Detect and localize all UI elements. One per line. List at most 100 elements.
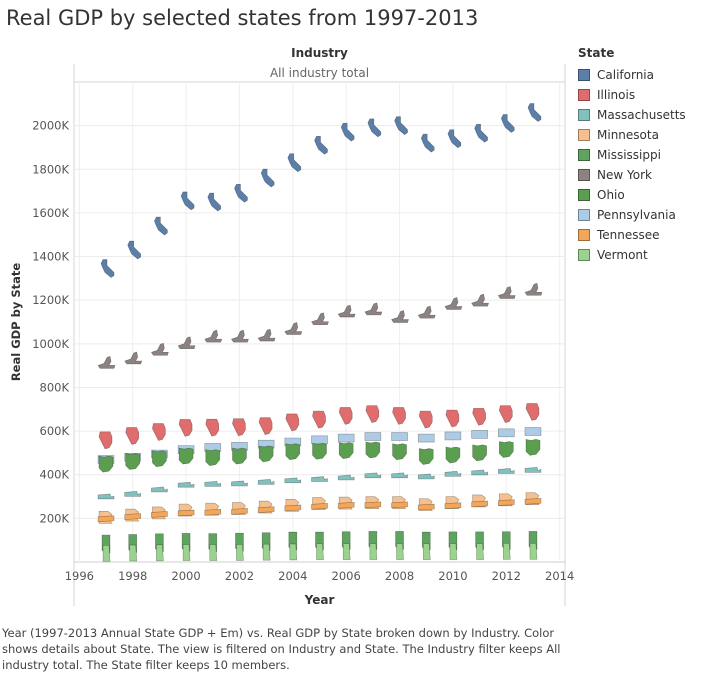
legend-item-tennessee[interactable]: Tennessee: [578, 225, 713, 245]
x-tick-label: 2002: [225, 569, 254, 583]
data-point-ohio: [125, 453, 141, 470]
data-point-vermont: [129, 544, 138, 562]
y-tick-label: 1800K: [32, 162, 69, 176]
data-point-tennessee: [444, 502, 462, 510]
legend-item-california[interactable]: California: [578, 65, 713, 85]
legend-item-massachusetts[interactable]: Massachusetts: [578, 105, 713, 125]
data-point-ohio: [418, 448, 434, 465]
header-value: All industry total: [270, 66, 369, 80]
data-point-pennsylvania: [337, 433, 355, 443]
data-point-new-york: [417, 305, 436, 319]
data-point-illinois: [312, 410, 326, 429]
legend-swatch: [578, 169, 590, 181]
data-point-california: [340, 122, 355, 142]
data-point-illinois: [285, 413, 300, 432]
legend-swatch: [578, 189, 590, 201]
data-point-illinois: [232, 418, 246, 437]
data-point-pennsylvania: [311, 435, 328, 445]
data-point-illinois: [125, 427, 140, 445]
legend-item-new-york[interactable]: New York: [578, 165, 713, 185]
x-tick-label: 1996: [65, 569, 94, 583]
data-point-ohio: [445, 446, 461, 464]
data-point-vermont: [209, 544, 218, 561]
chart-title: Real GDP by selected states from 1997-20…: [6, 6, 479, 30]
data-point-ohio: [338, 442, 354, 459]
data-point-vermont: [156, 544, 164, 562]
legend-item-pennsylvania[interactable]: Pennsylvania: [578, 205, 713, 225]
data-point-ohio: [178, 447, 194, 465]
data-point-pennsylvania: [471, 430, 488, 439]
data-point-vermont: [236, 544, 244, 561]
legend-label: New York: [597, 168, 652, 182]
data-point-vermont: [369, 543, 378, 560]
data-point-new-york: [204, 329, 223, 343]
data-point-massachusetts: [124, 491, 142, 497]
legend-swatch: [578, 129, 590, 141]
data-point-new-york: [364, 302, 383, 316]
legend-swatch: [578, 249, 590, 261]
data-point-vermont: [342, 543, 351, 561]
data-point-california: [447, 129, 462, 149]
y-tick-label: 1200K: [32, 293, 69, 307]
legend-item-minnesota[interactable]: Minnesota: [578, 125, 713, 145]
data-point-massachusetts: [97, 493, 115, 500]
data-point-tennessee: [204, 508, 222, 516]
data-point-california: [260, 168, 275, 188]
data-point-massachusetts: [337, 474, 355, 481]
data-point-vermont: [262, 543, 271, 561]
legend-item-mississippi[interactable]: Mississippi: [578, 145, 713, 165]
data-point-vermont: [316, 543, 324, 561]
legend-item-ohio[interactable]: Ohio: [578, 185, 713, 205]
data-point-california: [207, 192, 222, 212]
legend-swatch: [578, 149, 590, 161]
legend-label: California: [597, 68, 654, 82]
legend-item-vermont[interactable]: Vermont: [578, 245, 713, 265]
legend-label: Pennsylvania: [597, 208, 676, 222]
data-point-illinois: [498, 405, 513, 423]
data-point-illinois: [152, 423, 166, 441]
data-point-new-york: [444, 297, 463, 310]
legend-label: Massachusetts: [597, 108, 686, 122]
data-point-california: [127, 240, 142, 260]
data-point-new-york: [230, 329, 249, 343]
data-point-pennsylvania: [364, 432, 382, 441]
legend: State California Illinois Massachusetts Min…: [578, 45, 713, 265]
data-point-tennessee: [231, 508, 248, 515]
data-point-ohio: [232, 447, 247, 465]
x-tick-label: 2012: [492, 569, 521, 583]
data-point-vermont: [289, 543, 298, 561]
data-point-ohio: [365, 441, 381, 459]
data-point-vermont: [182, 544, 191, 561]
data-point-illinois: [525, 403, 540, 421]
data-point-massachusetts: [417, 473, 435, 480]
data-point-california: [527, 103, 542, 122]
data-point-california: [500, 114, 515, 133]
data-point-tennessee: [417, 503, 435, 511]
data-point-massachusetts: [391, 472, 408, 479]
legend-swatch: [578, 69, 590, 81]
y-tick-label: 2000K: [32, 119, 69, 133]
data-point-massachusetts: [524, 467, 542, 473]
data-point-pennsylvania: [497, 428, 515, 438]
data-point-tennessee: [124, 513, 142, 520]
y-tick-label: 1000K: [32, 337, 69, 351]
header-title: Industry: [291, 46, 348, 60]
data-point-massachusetts: [204, 481, 222, 487]
data-point-tennessee: [257, 506, 275, 513]
y-tick-label: 1400K: [32, 250, 69, 264]
legend-swatch: [578, 209, 590, 221]
y-tick-label: 800K: [40, 380, 70, 394]
data-point-tennessee: [497, 499, 515, 506]
data-point-tennessee: [364, 501, 382, 509]
legend-title: State: [578, 46, 615, 60]
data-point-california: [420, 133, 435, 153]
data-point-ohio: [472, 444, 487, 462]
legend-item-illinois[interactable]: Illinois: [578, 85, 713, 105]
data-point-massachusetts: [471, 469, 488, 476]
data-point-ohio: [498, 441, 514, 458]
y-axis-title: Real GDP by State: [9, 263, 23, 382]
data-point-massachusetts: [231, 480, 248, 487]
data-point-vermont: [529, 543, 538, 560]
x-tick-label: 2004: [278, 569, 307, 583]
data-point-ohio: [205, 449, 221, 466]
